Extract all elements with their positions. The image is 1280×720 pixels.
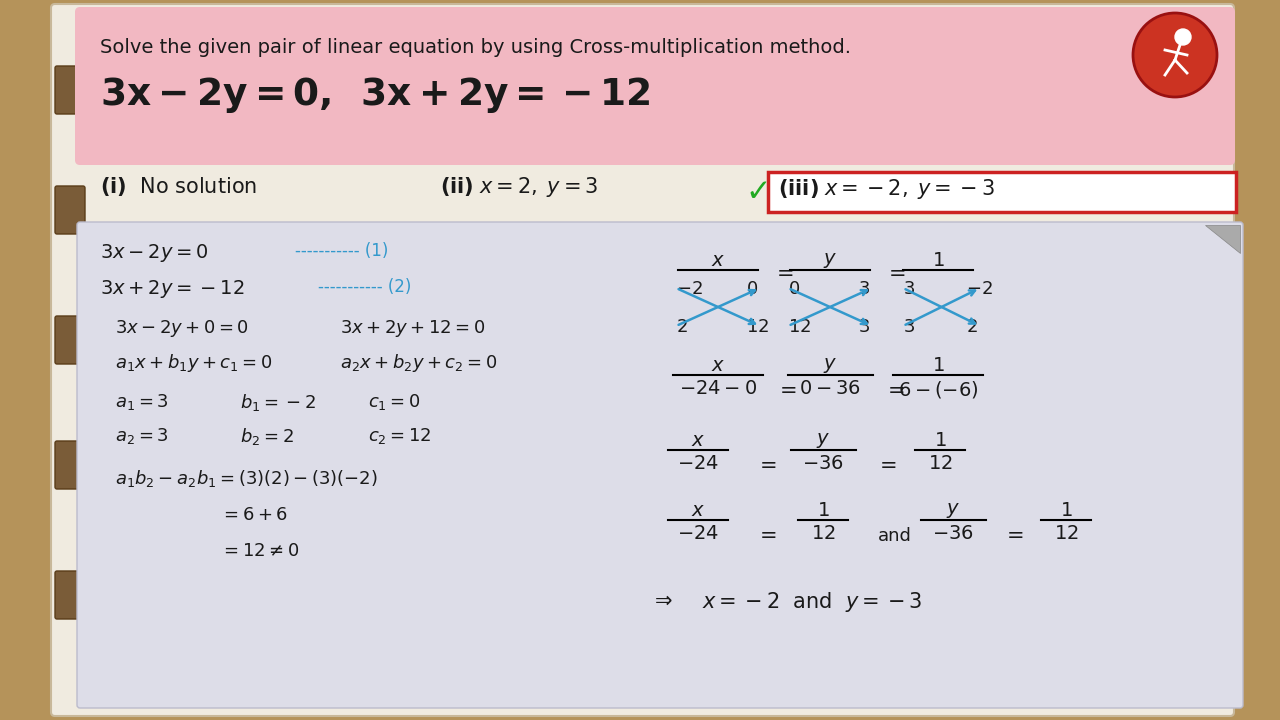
- Text: $1$: $1$: [932, 356, 945, 375]
- Text: $x$: $x$: [710, 251, 724, 270]
- Polygon shape: [1204, 225, 1240, 253]
- Text: $3$: $3$: [858, 318, 870, 336]
- Text: $1$: $1$: [933, 431, 946, 450]
- Text: $6-(-6)$: $6-(-6)$: [897, 379, 978, 400]
- Text: $=$: $=$: [755, 524, 777, 544]
- Text: $1$: $1$: [932, 251, 945, 270]
- Text: $y$: $y$: [823, 356, 837, 375]
- Text: $1$: $1$: [1060, 501, 1073, 520]
- Text: $=$: $=$: [776, 379, 796, 399]
- Text: $y$: $y$: [823, 251, 837, 270]
- FancyBboxPatch shape: [55, 316, 84, 364]
- Text: $-24$: $-24$: [677, 524, 719, 543]
- Text: $a_1b_2-a_2b_1=(3)(2)-(3)(-2)$: $a_1b_2-a_2b_1=(3)(2)-(3)(-2)$: [115, 468, 378, 489]
- FancyBboxPatch shape: [55, 66, 84, 114]
- Text: $=12\neq0$: $=12\neq0$: [220, 542, 300, 560]
- Text: ✓: ✓: [745, 178, 771, 207]
- Text: $0-36$: $0-36$: [799, 379, 861, 398]
- Text: $-2$: $-2$: [676, 280, 703, 298]
- Text: $12$: $12$: [788, 318, 812, 336]
- Text: $=$: $=$: [1002, 524, 1024, 544]
- Text: $y$: $y$: [815, 431, 831, 450]
- Text: $x$: $x$: [710, 356, 724, 375]
- FancyBboxPatch shape: [76, 7, 1235, 165]
- Circle shape: [1133, 13, 1217, 97]
- Text: $a_1x+b_1y+c_1=0$: $a_1x+b_1y+c_1=0$: [115, 352, 273, 374]
- Text: $c_2=12$: $c_2=12$: [369, 426, 431, 446]
- Text: $x$: $x$: [691, 501, 705, 520]
- Text: $0$: $0$: [788, 280, 800, 298]
- Text: ----------- (1): ----------- (1): [294, 242, 388, 260]
- Text: $12$: $12$: [810, 524, 836, 543]
- FancyBboxPatch shape: [55, 186, 84, 234]
- Text: $=$: $=$: [876, 454, 897, 474]
- Text: $3x-2y+0=0$: $3x-2y+0=0$: [115, 318, 250, 339]
- Text: $12$: $12$: [746, 318, 769, 336]
- FancyBboxPatch shape: [55, 441, 84, 489]
- Text: $=$: $=$: [883, 379, 905, 399]
- Text: $0$: $0$: [746, 280, 758, 298]
- Text: $a_2x+b_2y+c_2=0$: $a_2x+b_2y+c_2=0$: [340, 352, 498, 374]
- Text: $3$: $3$: [902, 280, 915, 298]
- Text: $\mathbf{3x-2y=0,\;\;3x+2y=-12}$: $\mathbf{3x-2y=0,\;\;3x+2y=-12}$: [100, 75, 650, 115]
- Text: $-36$: $-36$: [803, 454, 844, 473]
- Text: $b_1=-2$: $b_1=-2$: [241, 392, 316, 413]
- Text: ----------- (2): ----------- (2): [317, 278, 411, 296]
- Text: $\mathbf{(ii)}\;$$x=2,\;y=3$: $\mathbf{(ii)}\;$$x=2,\;y=3$: [440, 175, 598, 199]
- Text: $c_1=0$: $c_1=0$: [369, 392, 421, 412]
- Text: $-24$: $-24$: [677, 454, 719, 473]
- FancyBboxPatch shape: [55, 571, 84, 619]
- FancyBboxPatch shape: [77, 222, 1243, 708]
- Text: $a_1=3$: $a_1=3$: [115, 392, 169, 412]
- Text: $3$: $3$: [858, 280, 870, 298]
- Text: $3$: $3$: [902, 318, 915, 336]
- Text: $\Rightarrow$: $\Rightarrow$: [650, 590, 672, 610]
- Text: Solve the given pair of linear equation by using Cross-multiplication method.: Solve the given pair of linear equation …: [100, 38, 851, 57]
- Text: $3x-2y=0$: $3x-2y=0$: [100, 242, 209, 264]
- Text: $x$: $x$: [691, 431, 705, 450]
- Text: $12$: $12$: [928, 454, 952, 473]
- Text: $a_2=3$: $a_2=3$: [115, 426, 169, 446]
- Text: $x=-2$  and  $y=-3$: $x=-2$ and $y=-3$: [701, 590, 923, 614]
- Text: $1$: $1$: [817, 501, 829, 520]
- Text: $3x+2y=-12$: $3x+2y=-12$: [100, 278, 244, 300]
- Text: $=$: $=$: [755, 454, 777, 474]
- Text: $-2$: $-2$: [966, 280, 993, 298]
- Text: and: and: [878, 527, 911, 545]
- Text: $-24-0$: $-24-0$: [678, 379, 756, 398]
- Text: $2$: $2$: [966, 318, 978, 336]
- Text: $\mathbf{(iii)}\;x=-2,\;y=-3$: $\mathbf{(iii)}\;x=-2,\;y=-3$: [778, 177, 995, 201]
- Text: $=6+6$: $=6+6$: [220, 506, 288, 524]
- FancyBboxPatch shape: [51, 4, 1234, 716]
- Text: $12$: $12$: [1053, 524, 1078, 543]
- Circle shape: [1175, 29, 1190, 45]
- Bar: [768, 172, 1236, 212]
- Text: $2$: $2$: [676, 318, 687, 336]
- Text: $\mathbf{(i)}$  No solution: $\mathbf{(i)}$ No solution: [100, 175, 257, 198]
- Text: $-36$: $-36$: [932, 524, 974, 543]
- Text: $3x+2y+12=0$: $3x+2y+12=0$: [340, 318, 485, 339]
- Text: $=$: $=$: [884, 262, 906, 282]
- Text: $=$: $=$: [772, 262, 794, 282]
- Text: $b_2=2$: $b_2=2$: [241, 426, 294, 447]
- Text: $y$: $y$: [946, 501, 960, 520]
